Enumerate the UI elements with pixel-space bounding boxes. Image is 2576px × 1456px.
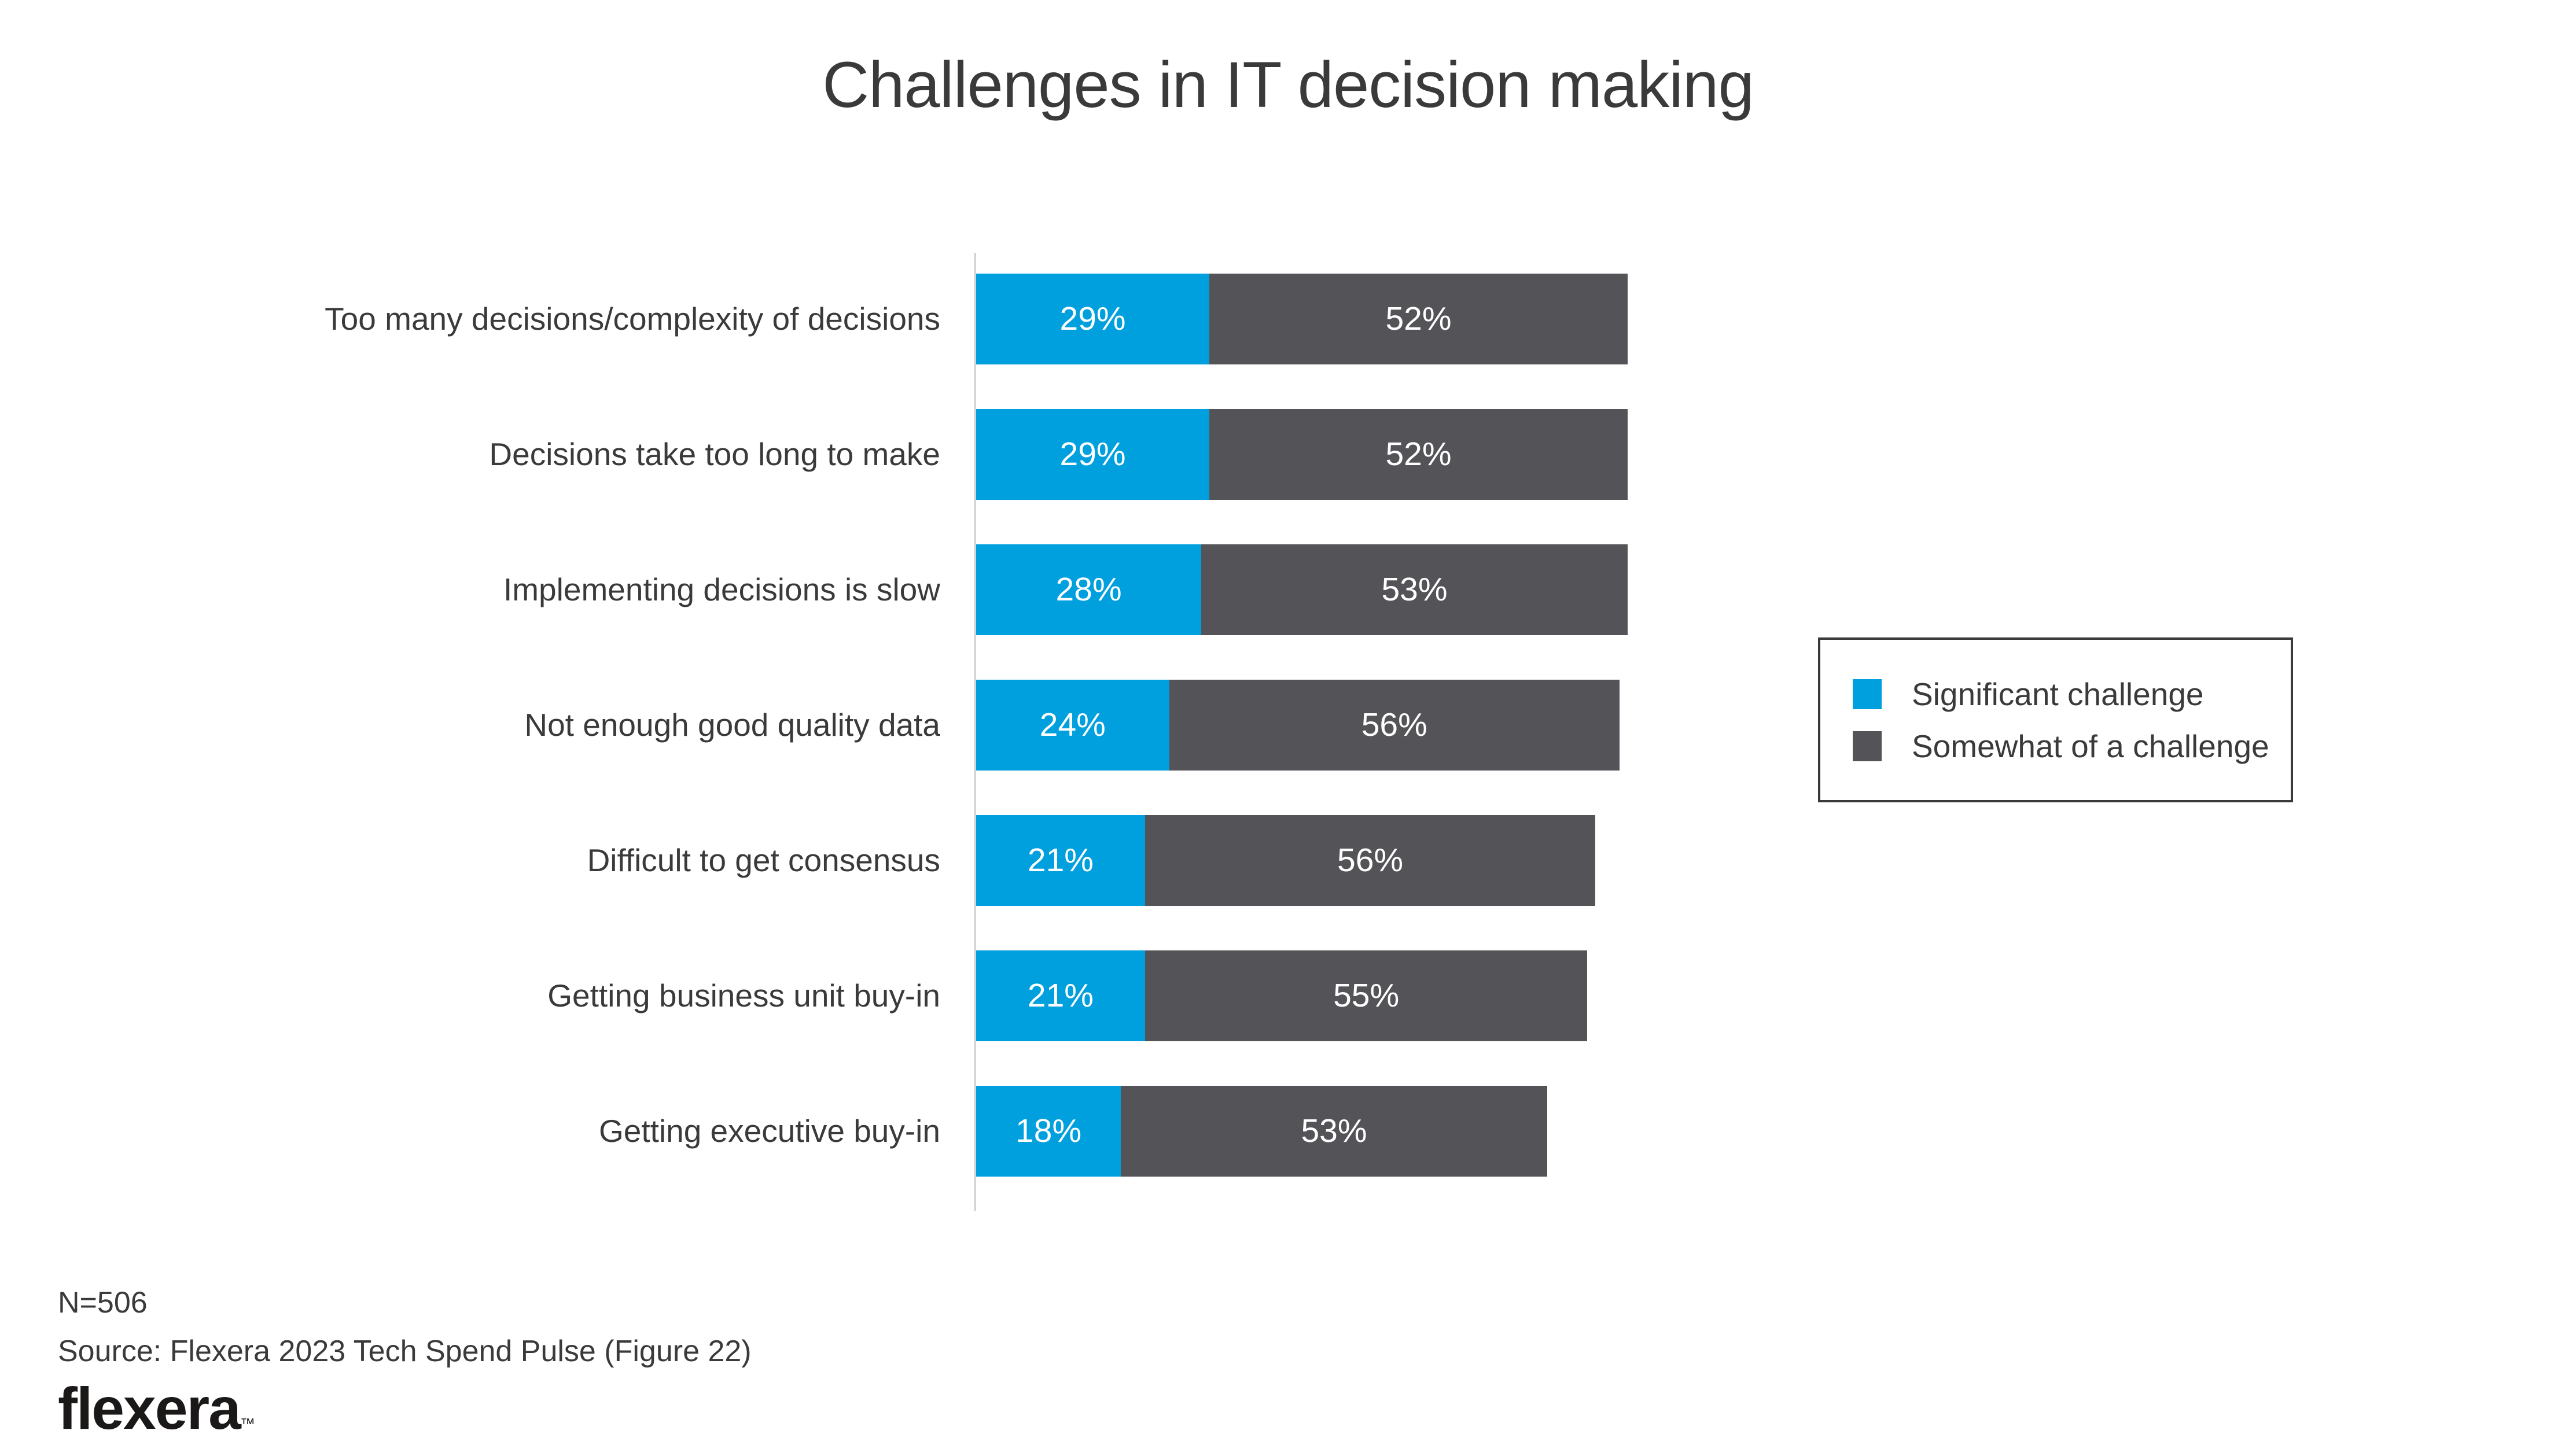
bar-segment-somewhat: 56% bbox=[1145, 814, 1596, 906]
bar-value-label: 21% bbox=[1027, 977, 1094, 1014]
sample-size-note: N=506 bbox=[58, 1286, 148, 1319]
flexera-logo: flexera™ bbox=[58, 1379, 752, 1438]
bar-row: Decisions take too long to make 29% 52% bbox=[0, 386, 2576, 522]
bar-track: 29% 52% bbox=[976, 408, 1780, 500]
flexera-logo-text: flexera bbox=[58, 1376, 241, 1442]
bar-segment-significant: 21% bbox=[976, 814, 1145, 906]
bar-segment-significant: 29% bbox=[976, 273, 1210, 364]
category-label: Not enough good quality data bbox=[524, 707, 940, 743]
page-title: Challenges in IT decision making bbox=[822, 49, 1754, 121]
bar-row: Difficult to get consensus 21% 56% bbox=[0, 792, 2576, 928]
bar-value-label: 55% bbox=[1333, 977, 1400, 1014]
bar-segment-somewhat: 53% bbox=[1201, 544, 1628, 635]
bar-value-label: 56% bbox=[1361, 706, 1427, 743]
bar-value-label: 18% bbox=[1015, 1112, 1082, 1149]
bar-track: 28% 53% bbox=[976, 544, 1780, 635]
legend-swatch-significant bbox=[1853, 679, 1882, 709]
y-axis-line bbox=[974, 253, 976, 1211]
category-label: Getting executive buy-in bbox=[598, 1113, 940, 1149]
footer: N=506 Source: Flexera 2023 Tech Spend Pu… bbox=[58, 1285, 752, 1438]
bar-segment-significant: 18% bbox=[976, 1085, 1121, 1177]
bar-segment-significant: 24% bbox=[976, 679, 1169, 771]
bar-row: Getting business unit buy-in 21% 55% bbox=[0, 928, 2576, 1063]
bar-segment-somewhat: 55% bbox=[1145, 950, 1588, 1041]
bar-row: Not enough good quality data 24% 56% bbox=[0, 657, 2576, 792]
category-label: Getting business unit buy-in bbox=[547, 978, 940, 1013]
bar-segment-somewhat: 52% bbox=[1209, 408, 1628, 500]
bar-track: 21% 56% bbox=[976, 814, 1780, 906]
bar-track: 24% 56% bbox=[976, 679, 1780, 771]
bar-value-label: 28% bbox=[1055, 571, 1122, 608]
bar-value-label: 29% bbox=[1059, 436, 1126, 473]
category-label: Difficult to get consensus bbox=[587, 842, 940, 878]
bar-track: 29% 52% bbox=[976, 273, 1780, 364]
bar-segment-significant: 21% bbox=[976, 950, 1145, 1041]
bar-segment-somewhat: 52% bbox=[1209, 273, 1628, 364]
legend: Significant challenge Somewhat of a chal… bbox=[1818, 637, 2293, 802]
bar-value-label: 53% bbox=[1381, 571, 1448, 608]
bar-value-label: 24% bbox=[1039, 706, 1106, 743]
bar-value-label: 21% bbox=[1027, 842, 1094, 879]
legend-label-significant: Significant challenge bbox=[1912, 676, 2204, 712]
bar-segment-somewhat: 56% bbox=[1169, 679, 1620, 771]
legend-item-significant: Significant challenge bbox=[1853, 676, 2291, 713]
bar-value-label: 29% bbox=[1059, 300, 1126, 337]
bar-row: Too many decisions/complexity of decisio… bbox=[0, 251, 2576, 386]
bar-track: 18% 53% bbox=[976, 1085, 1780, 1177]
bar-segment-somewhat: 53% bbox=[1121, 1085, 1547, 1177]
category-label: Too many decisions/complexity of decisio… bbox=[325, 301, 940, 337]
legend-item-somewhat: Somewhat of a challenge bbox=[1853, 728, 2291, 765]
trademark-symbol: ™ bbox=[240, 1415, 255, 1432]
source-note: Source: Flexera 2023 Tech Spend Pulse (F… bbox=[58, 1335, 752, 1368]
bar-row: Implementing decisions is slow 28% 53% bbox=[0, 522, 2576, 657]
bar-segment-significant: 28% bbox=[976, 544, 1202, 635]
bar-value-label: 53% bbox=[1301, 1112, 1367, 1149]
bar-segment-significant: 29% bbox=[976, 408, 1210, 500]
bar-value-label: 56% bbox=[1337, 842, 1404, 879]
bar-track: 21% 55% bbox=[976, 950, 1780, 1041]
legend-swatch-somewhat bbox=[1853, 731, 1882, 761]
legend-label-somewhat: Somewhat of a challenge bbox=[1912, 728, 2269, 764]
bar-chart: Too many decisions/complexity of decisio… bbox=[0, 251, 2576, 1199]
bar-value-label: 52% bbox=[1385, 436, 1452, 473]
category-label: Implementing decisions is slow bbox=[503, 572, 940, 607]
category-label: Decisions take too long to make bbox=[489, 436, 940, 472]
bar-row: Getting executive buy-in 18% 53% bbox=[0, 1063, 2576, 1199]
bar-value-label: 52% bbox=[1385, 300, 1452, 337]
